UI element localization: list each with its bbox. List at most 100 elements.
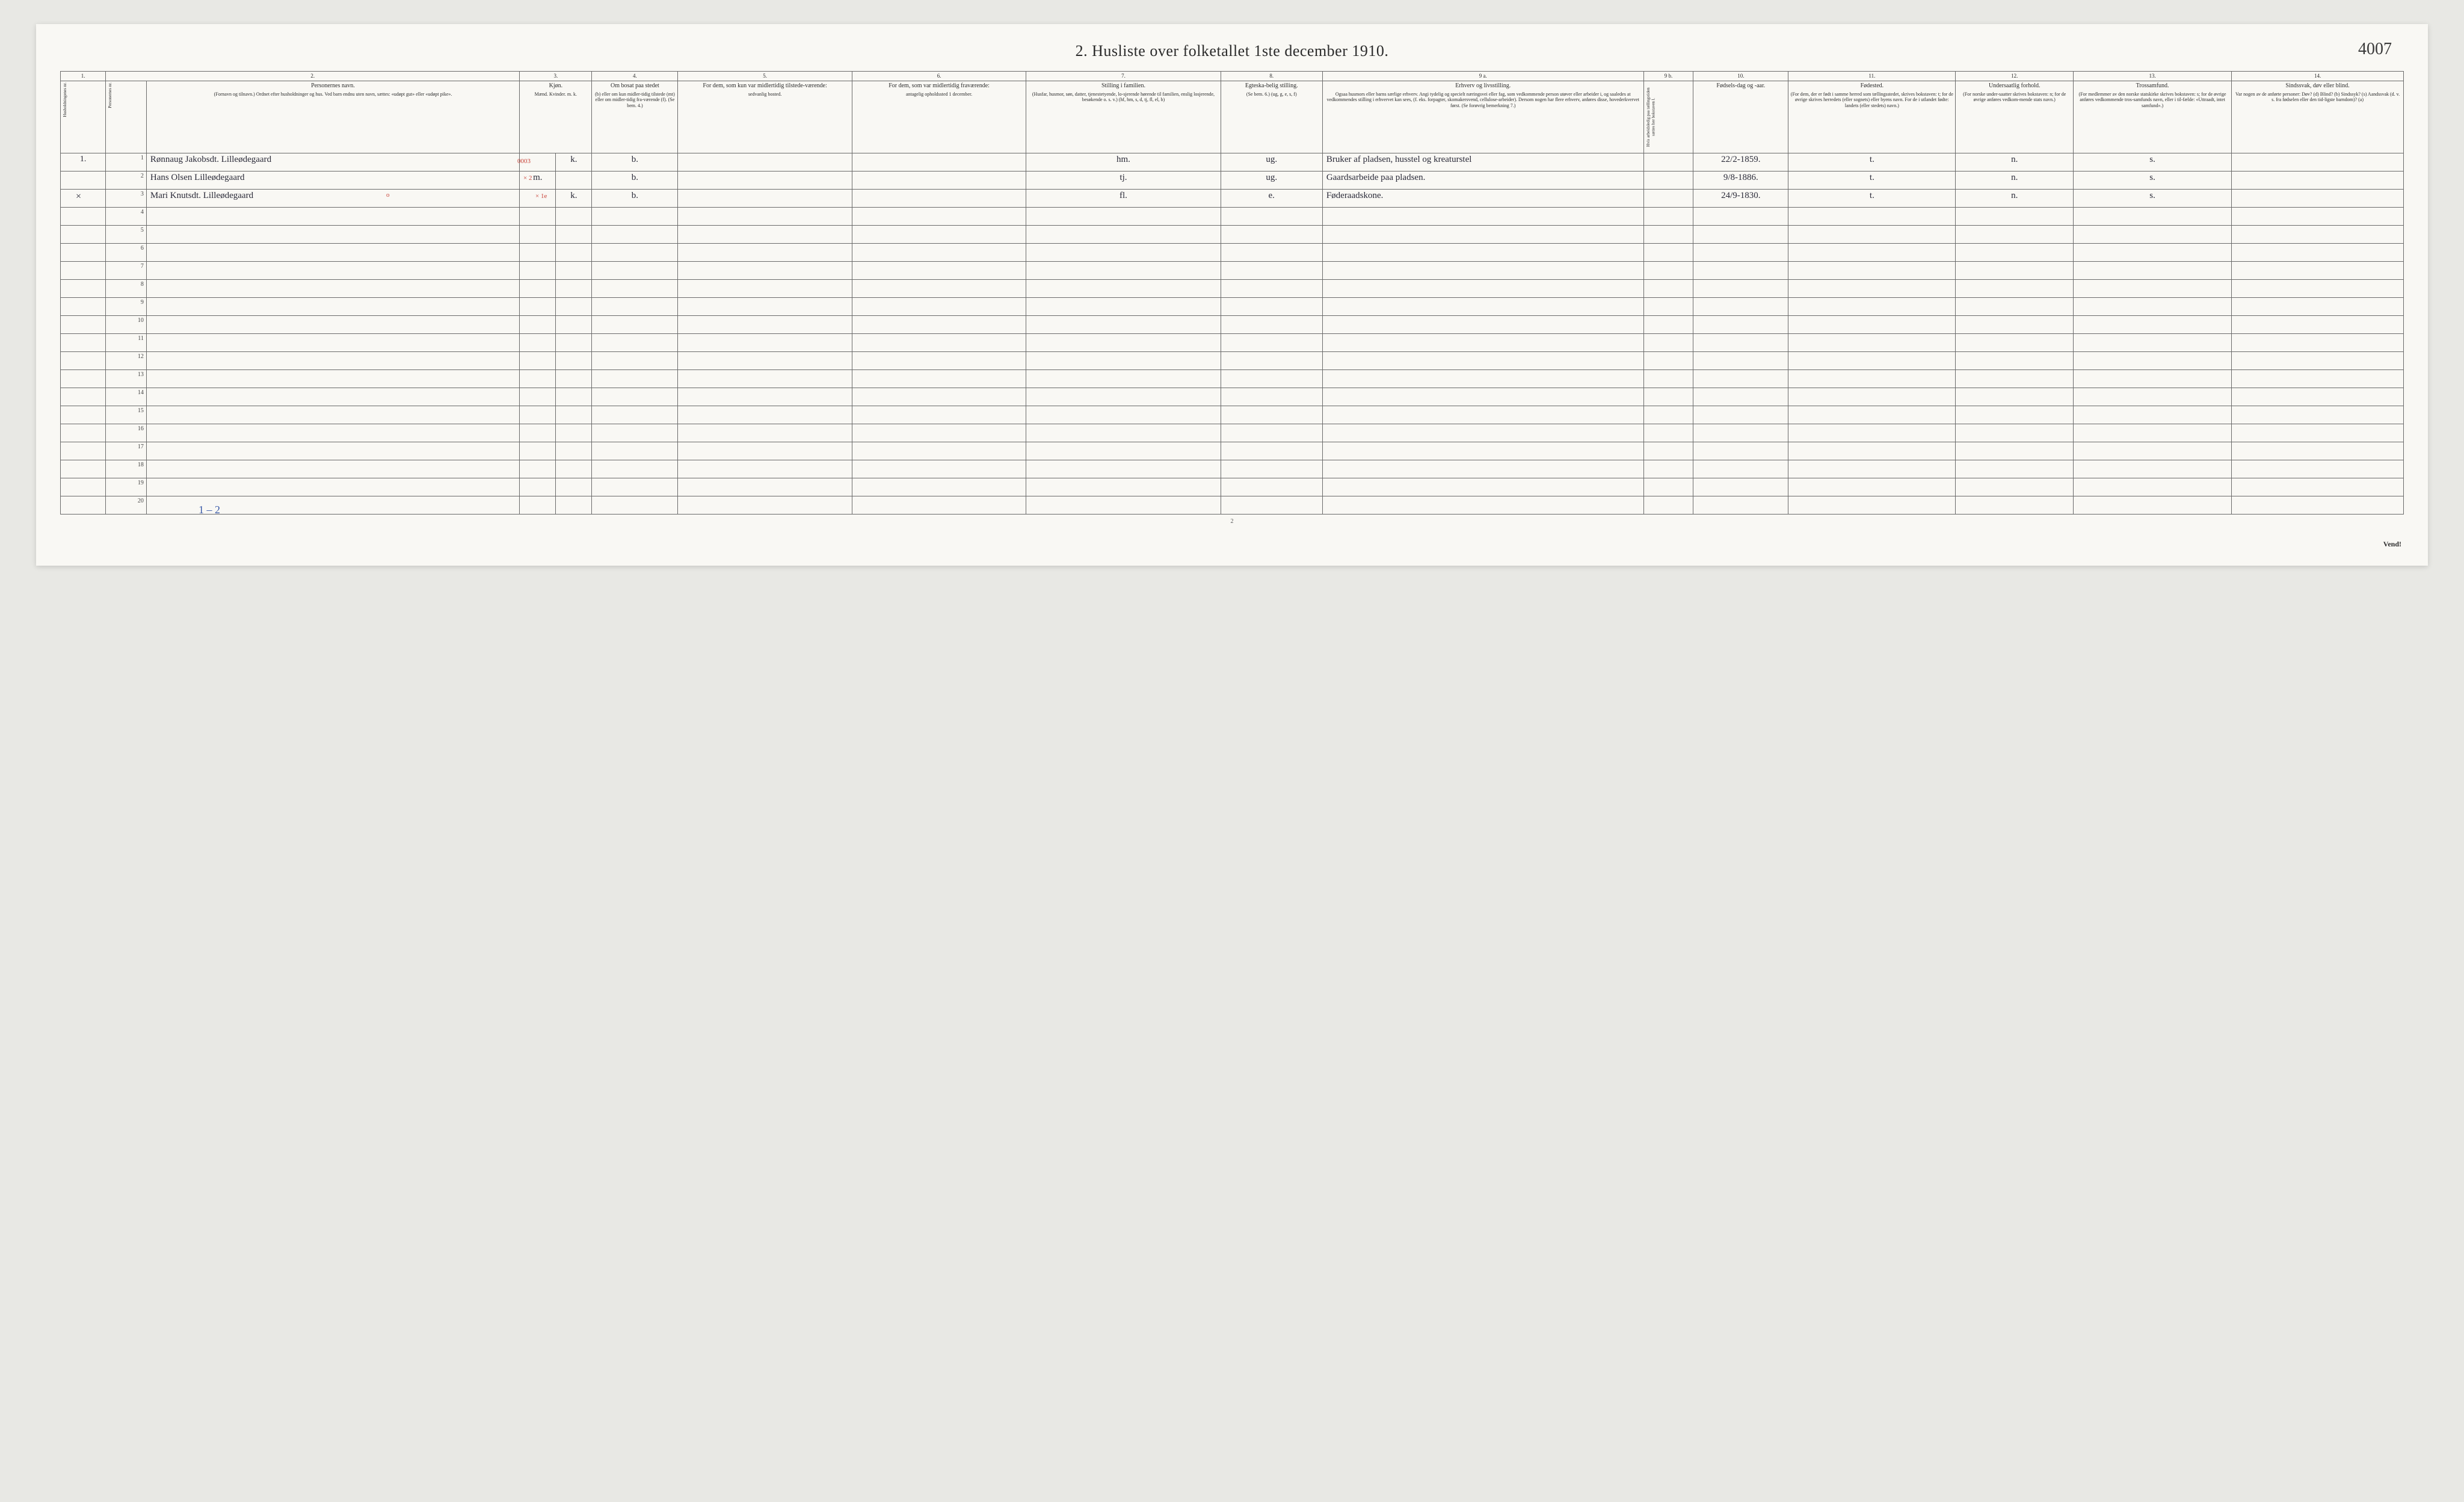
cell-nationality	[1956, 262, 2074, 280]
cell-nationality	[1956, 424, 2074, 442]
cell-birth	[1693, 298, 1788, 316]
colnum-13: 13.	[2073, 72, 2231, 81]
cell-person-no: 18	[106, 460, 147, 478]
cell-residence	[592, 424, 678, 442]
cell-faith	[2073, 244, 2231, 262]
cell-marital	[1221, 478, 1322, 496]
cell-family	[1026, 442, 1221, 460]
cell-unemployed	[1643, 460, 1693, 478]
cell-faith	[2073, 370, 2231, 388]
cell-residence	[592, 478, 678, 496]
footer-page-number: 2	[60, 518, 2404, 525]
hdr-person-no: Personernes nr.	[106, 81, 147, 153]
cell-name	[146, 460, 519, 478]
cell-temp-absent	[852, 442, 1026, 460]
cell-nationality: n.	[1956, 190, 2074, 208]
cell-name	[146, 406, 519, 424]
cell-occupation	[1322, 370, 1643, 388]
cell-family	[1026, 352, 1221, 370]
cell-household-no	[61, 334, 106, 352]
cell-family	[1026, 496, 1221, 515]
cell-nationality: n.	[1956, 172, 2074, 190]
cell-family	[1026, 244, 1221, 262]
cell-household-no	[61, 226, 106, 244]
cell-occupation	[1322, 262, 1643, 280]
cell-faith	[2073, 460, 2231, 478]
cell-family	[1026, 460, 1221, 478]
cell-name	[146, 370, 519, 388]
cell-unemployed	[1643, 424, 1693, 442]
colnum-12: 12.	[1956, 72, 2074, 81]
cell-occupation	[1322, 226, 1643, 244]
colnum-6: 6.	[852, 72, 1026, 81]
cell-marital	[1221, 244, 1322, 262]
cell-family	[1026, 424, 1221, 442]
cell-sex-k	[556, 244, 592, 262]
column-number-row: 1. 2. 3. 4. 5. 6. 7. 8. 9 a. 9 b. 10. 11…	[61, 72, 2404, 81]
hdr-residence: Om bosat paa stedet (b) eller om kun mid…	[592, 81, 678, 153]
cell-temp-absent	[852, 262, 1026, 280]
cell-unemployed	[1643, 190, 1693, 208]
cell-temp-present	[678, 208, 852, 226]
cell-name: Hans Olsen Lilleødegaard	[146, 172, 519, 190]
cell-family	[1026, 208, 1221, 226]
cell-disability	[2232, 262, 2404, 280]
cell-marital	[1221, 208, 1322, 226]
cell-person-no: 9	[106, 298, 147, 316]
colnum-4: 4.	[592, 72, 678, 81]
cell-birth	[1693, 334, 1788, 352]
cell-name	[146, 442, 519, 460]
cell-person-no: 20	[106, 496, 147, 515]
cell-temp-absent	[852, 244, 1026, 262]
cell-sex-k	[556, 334, 592, 352]
cell-household-no	[61, 262, 106, 280]
page-reference-handwritten: 4007	[2358, 40, 2392, 59]
cell-nationality	[1956, 370, 2074, 388]
colnum-1: 1.	[61, 72, 106, 81]
table-header: 1. 2. 3. 4. 5. 6. 7. 8. 9 a. 9 b. 10. 11…	[61, 72, 2404, 153]
cell-sex-k	[556, 262, 592, 280]
cell-residence	[592, 208, 678, 226]
cell-sex-k	[556, 460, 592, 478]
cell-sex-m	[520, 442, 556, 460]
cell-marital	[1221, 280, 1322, 298]
cell-temp-absent	[852, 478, 1026, 496]
cell-faith	[2073, 424, 2231, 442]
cell-disability	[2232, 496, 2404, 515]
cell-nationality: n.	[1956, 153, 2074, 172]
table-row: 9	[61, 298, 2404, 316]
cell-person-no: 1	[106, 153, 147, 172]
cell-disability	[2232, 244, 2404, 262]
table-row: 5	[61, 226, 2404, 244]
cell-birthplace	[1788, 352, 1956, 370]
table-row: 17	[61, 442, 2404, 460]
cell-occupation	[1322, 424, 1643, 442]
table-row: 4	[61, 208, 2404, 226]
cell-temp-absent	[852, 496, 1026, 515]
cell-temp-absent	[852, 334, 1026, 352]
cell-birth	[1693, 388, 1788, 406]
hdr-marital: Egteska-belig stilling. (Se bem. 6.) (ug…	[1221, 81, 1322, 153]
cell-sex-m	[520, 262, 556, 280]
hdr-occupation: Erhverv og livsstilling. Ogsaa husmors e…	[1322, 81, 1643, 153]
cell-marital	[1221, 262, 1322, 280]
table-row: 16	[61, 424, 2404, 442]
cell-disability	[2232, 352, 2404, 370]
cell-household-no	[61, 298, 106, 316]
cell-name	[146, 334, 519, 352]
cell-sex-k	[556, 424, 592, 442]
red-x1e-annotation: × 1e	[535, 193, 547, 200]
cell-residence	[592, 244, 678, 262]
cell-person-no: 3	[106, 190, 147, 208]
cell-marital	[1221, 370, 1322, 388]
cell-birth: 22/2-1859.	[1693, 153, 1788, 172]
cell-household-no	[61, 352, 106, 370]
cell-disability	[2232, 226, 2404, 244]
cell-occupation	[1322, 316, 1643, 334]
cell-disability	[2232, 478, 2404, 496]
cell-residence	[592, 442, 678, 460]
cell-occupation	[1322, 244, 1643, 262]
hdr-faith: Trossamfund. (For medlemmer av den norsk…	[2073, 81, 2231, 153]
cell-temp-absent	[852, 406, 1026, 424]
colnum-11: 11.	[1788, 72, 1956, 81]
